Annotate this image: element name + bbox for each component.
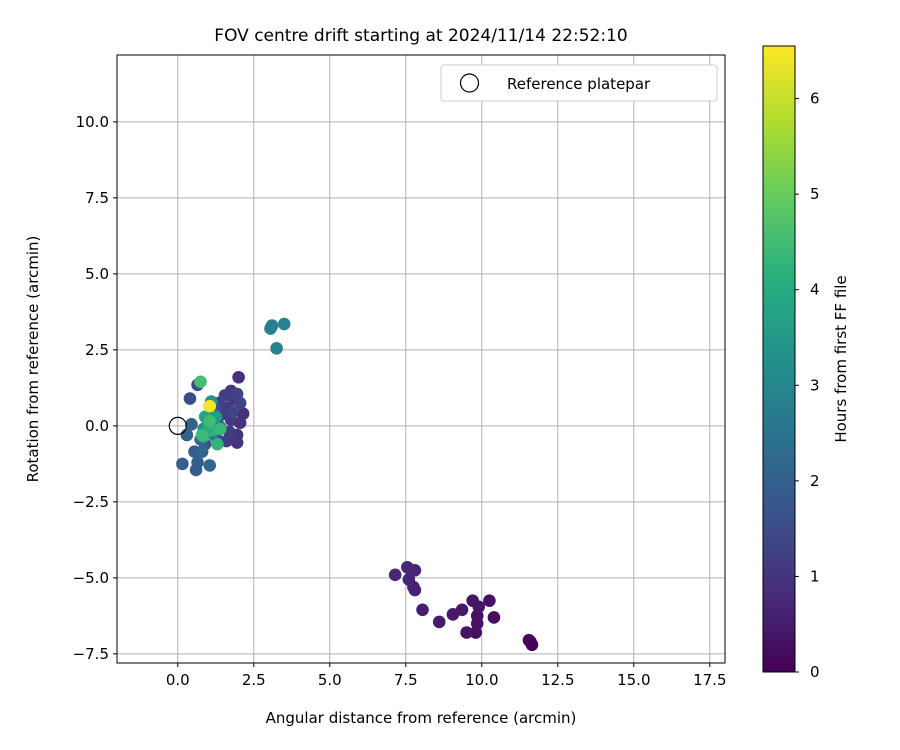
data-point <box>402 573 416 586</box>
y-tick-label: 0.0 <box>85 417 109 435</box>
data-points <box>176 317 539 652</box>
data-point <box>401 560 414 574</box>
data-point <box>176 457 189 471</box>
y-tick-label: 10.0 <box>76 113 109 131</box>
y-axis-ticks: −7.5 −5.0 −2.5 0.0 2.5 5.0 7.5 10.0 <box>73 113 117 663</box>
colorbar-tick-label: 4 <box>810 281 820 299</box>
data-point <box>277 317 291 331</box>
legend-marker-icon <box>459 73 480 93</box>
data-point <box>416 603 429 617</box>
data-point <box>230 436 244 449</box>
colorbar-ticks: 0 1 2 3 4 5 6 <box>795 90 820 681</box>
x-tick-label: 10.0 <box>465 671 498 689</box>
data-point <box>432 615 446 629</box>
data-point <box>233 396 247 410</box>
data-point <box>388 568 402 582</box>
y-tick-label: 5.0 <box>85 265 109 283</box>
data-point <box>203 459 217 472</box>
x-axis-ticks: 0.0 2.5 5.0 7.5 10.0 12.5 15.0 17.5 <box>166 663 727 689</box>
data-point <box>270 342 283 355</box>
data-point <box>183 392 197 405</box>
colorbar-label: Hours from first FF file <box>832 275 850 442</box>
y-tick-label: −2.5 <box>73 493 109 511</box>
data-point <box>487 611 501 624</box>
data-point <box>460 626 473 639</box>
legend-box <box>440 64 718 102</box>
x-tick-label: 15.0 <box>617 671 650 689</box>
data-point <box>522 633 536 647</box>
data-point <box>232 370 245 384</box>
y-tick-label: 2.5 <box>85 341 109 359</box>
data-point <box>483 594 496 607</box>
colorbar-tick-label: 1 <box>810 567 820 585</box>
chart-title: FOV centre drift starting at 2024/11/14 … <box>214 26 627 46</box>
data-point <box>211 437 224 451</box>
y-tick-label: 7.5 <box>85 189 109 207</box>
data-point <box>214 422 227 436</box>
x-tick-label: 0.0 <box>166 671 190 689</box>
legend: Reference platepar <box>440 64 718 102</box>
data-point <box>472 600 486 614</box>
data-point <box>203 415 217 428</box>
colorbar-tick-label: 6 <box>810 90 820 108</box>
colorbar-tick-label: 0 <box>810 663 820 681</box>
data-point <box>469 626 483 639</box>
x-tick-label: 7.5 <box>394 671 418 689</box>
colorbar-tick-label: 5 <box>810 185 820 203</box>
y-axis-label: Rotation from reference (arcmin) <box>24 236 42 483</box>
data-point <box>195 428 209 442</box>
data-point <box>194 375 207 389</box>
x-axis-label: Angular distance from reference (arcmin) <box>266 709 577 727</box>
colorbar-tick-label: 2 <box>810 472 820 490</box>
reference-platepar-marker <box>168 416 187 435</box>
data-point <box>185 418 198 431</box>
data-point <box>264 322 277 335</box>
colorbar-tick-label: 3 <box>810 376 820 394</box>
x-tick-label: 12.5 <box>541 671 574 689</box>
data-point <box>191 456 204 469</box>
data-point <box>203 399 217 413</box>
data-point <box>226 405 239 419</box>
y-tick-label: −7.5 <box>73 645 109 663</box>
x-tick-label: 17.5 <box>693 671 726 689</box>
data-point <box>195 445 209 459</box>
plot-frame <box>116 54 726 664</box>
legend-entry-reference-platepar: Reference platepar <box>507 75 651 93</box>
y-tick-label: −5.0 <box>73 569 109 587</box>
x-tick-label: 2.5 <box>242 671 266 689</box>
data-point <box>446 608 460 621</box>
x-tick-label: 5.0 <box>318 671 342 689</box>
colorbar <box>762 45 796 673</box>
